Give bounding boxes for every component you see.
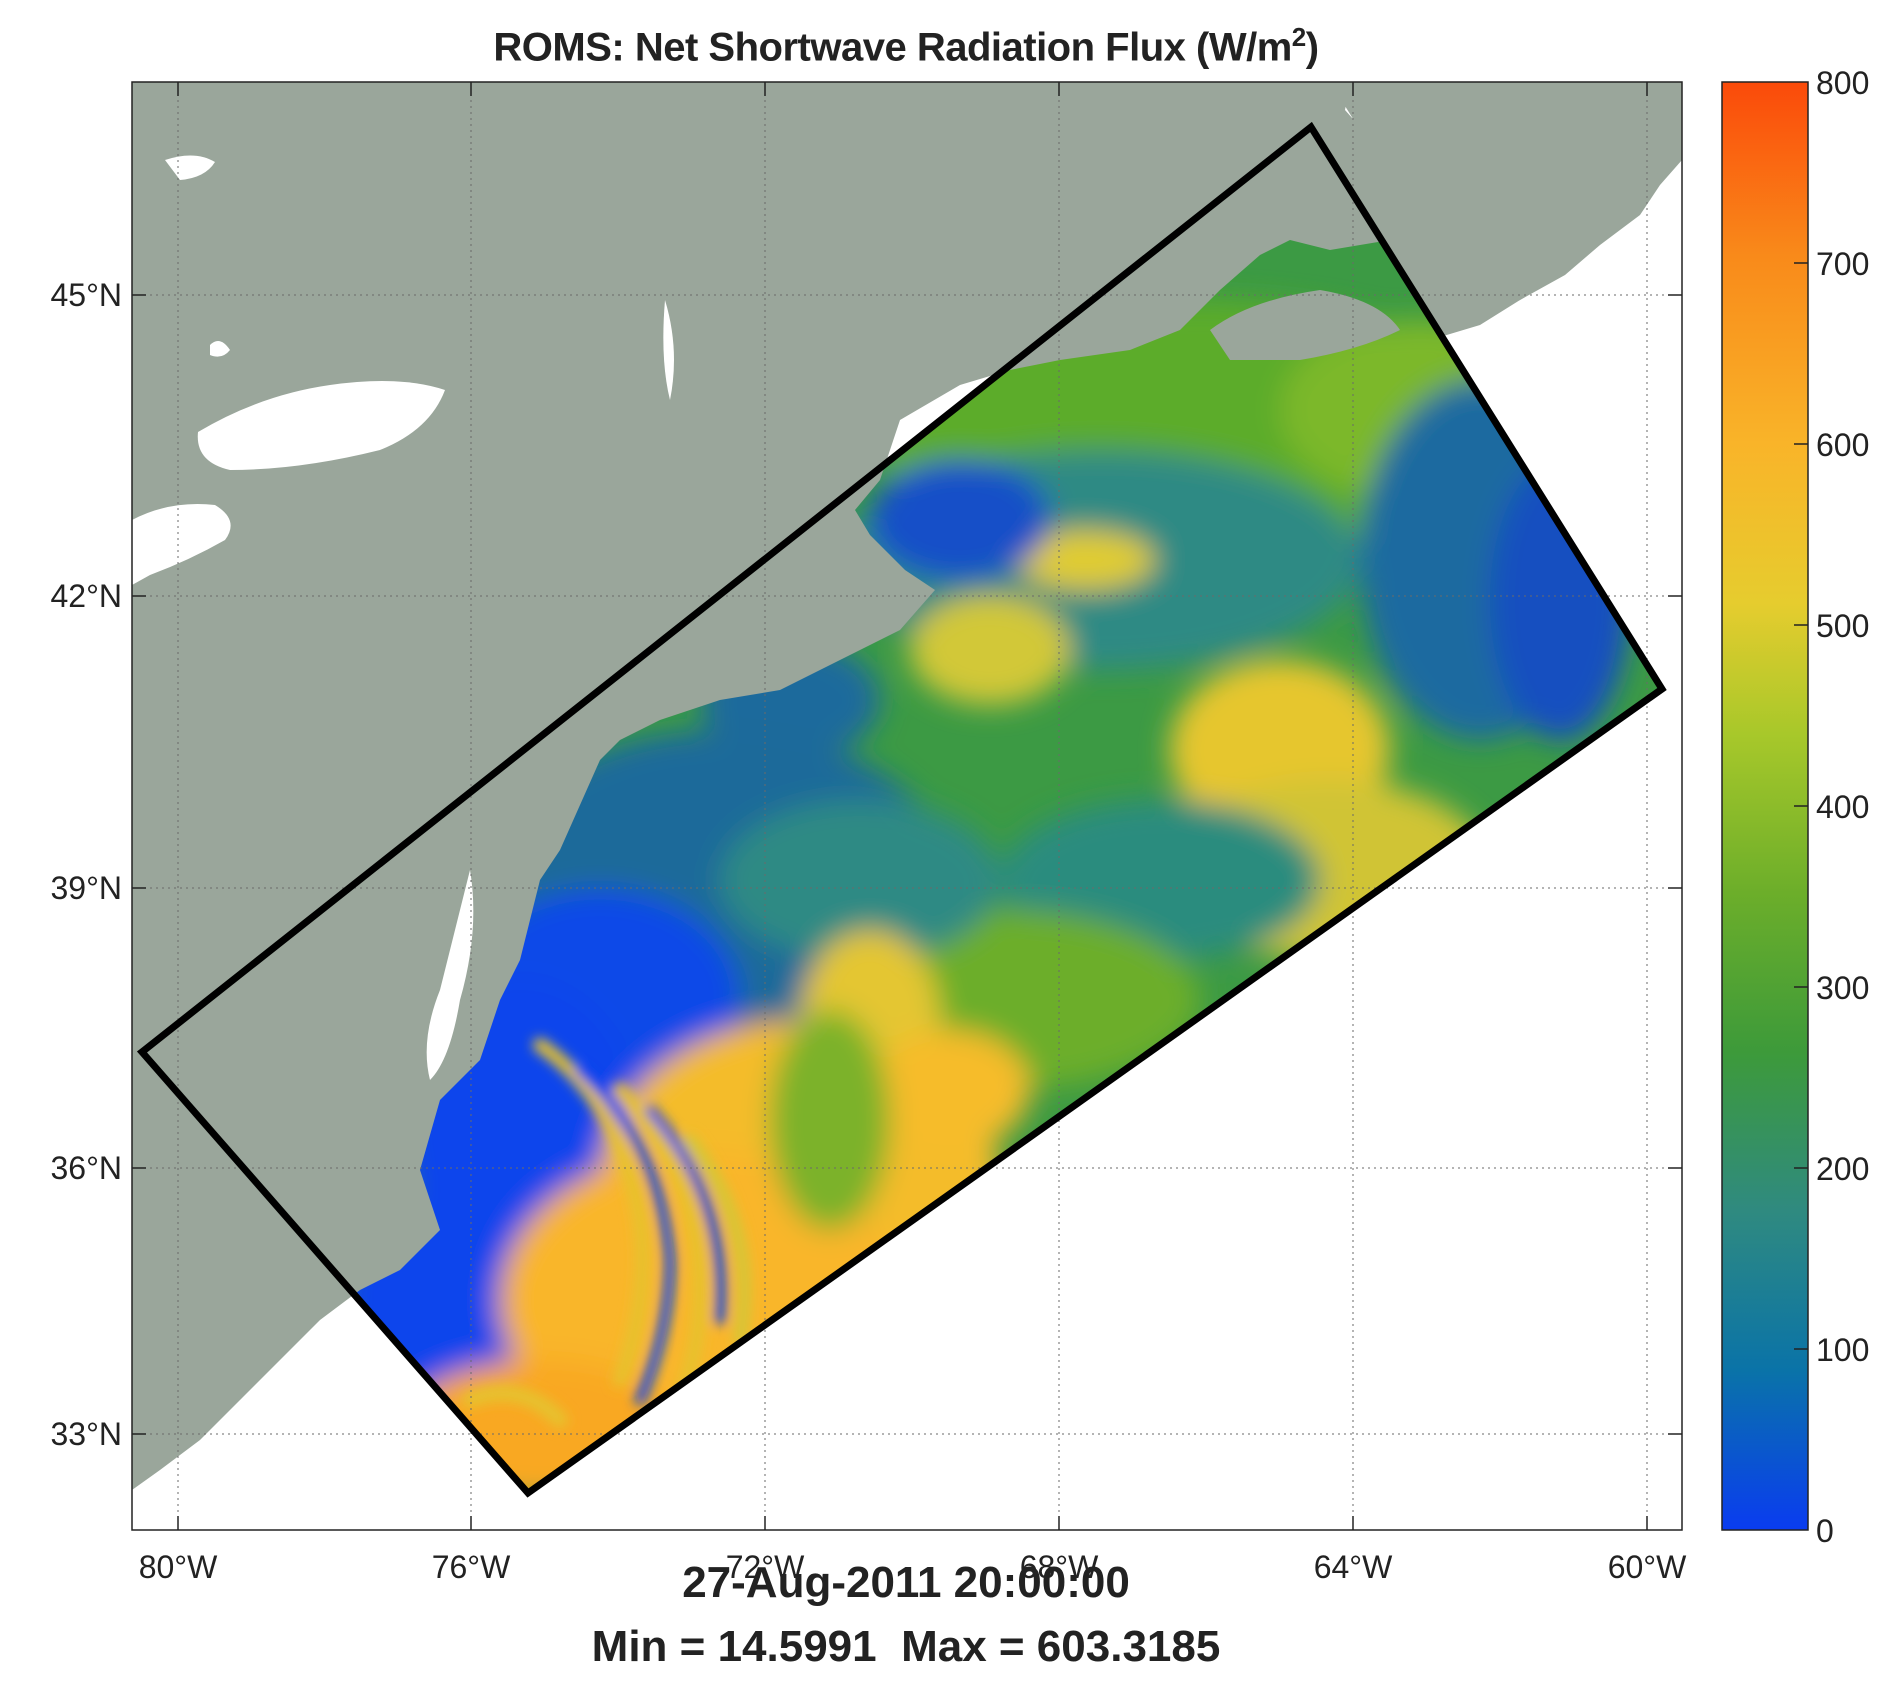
colorbar-tick-label: 800 xyxy=(1816,65,1869,101)
map-axes-frame xyxy=(131,81,1683,1531)
land-cape-breton xyxy=(1575,150,1660,205)
great-lakes xyxy=(132,155,1495,1505)
roms-domain-outline xyxy=(136,121,1667,1498)
colorbar-tick-label: 600 xyxy=(1816,427,1869,463)
axis-ticks xyxy=(132,82,1682,1530)
lat-label: 42°N xyxy=(51,578,123,614)
lat-label: 39°N xyxy=(51,870,123,906)
colorbar: 800 700 600 500 400 300 200 100 0 xyxy=(1721,65,1869,1549)
timestamp-label: 27-Aug-2011 20:00:00 xyxy=(682,1558,1130,1607)
lat-label: 33°N xyxy=(51,1416,123,1452)
colorbar-tick-label: 400 xyxy=(1816,789,1869,825)
colorbar-tick-label: 0 xyxy=(1816,1513,1834,1549)
lat-label: 45°N xyxy=(51,277,123,313)
lon-label: 60°W xyxy=(1608,1549,1687,1585)
colorbar-tick-label: 300 xyxy=(1816,970,1869,1006)
colorbar-tick-label: 200 xyxy=(1816,1151,1869,1187)
lon-label: 68°W xyxy=(1020,1549,1099,1585)
map-title: ROMS: Net Shortwave Radiation Flux (W/m2… xyxy=(493,22,1319,70)
longitude-labels: 80°W 76°W 72°W 68°W 64°W 60°W xyxy=(139,1549,1687,1585)
land-north-america xyxy=(132,82,1665,1490)
lon-label: 80°W xyxy=(139,1549,218,1585)
latitude-labels: 45°N 42°N 39°N 36°N 33°N xyxy=(51,277,123,1452)
colorbar-tick-label: 500 xyxy=(1816,608,1869,644)
lon-label: 76°W xyxy=(432,1549,511,1585)
lon-label: 64°W xyxy=(1314,1549,1393,1585)
colorbar-gradient xyxy=(1721,81,1809,1531)
colorbar-tick-label: 700 xyxy=(1816,246,1869,282)
lat-label: 36°N xyxy=(51,1150,123,1186)
lon-label: 72°W xyxy=(726,1549,805,1585)
colorbar-tick-label: 100 xyxy=(1816,1332,1869,1368)
graticule xyxy=(132,82,1682,1530)
min-max-label: Min = 14.5991 Max = 603.3185 xyxy=(591,1622,1221,1671)
